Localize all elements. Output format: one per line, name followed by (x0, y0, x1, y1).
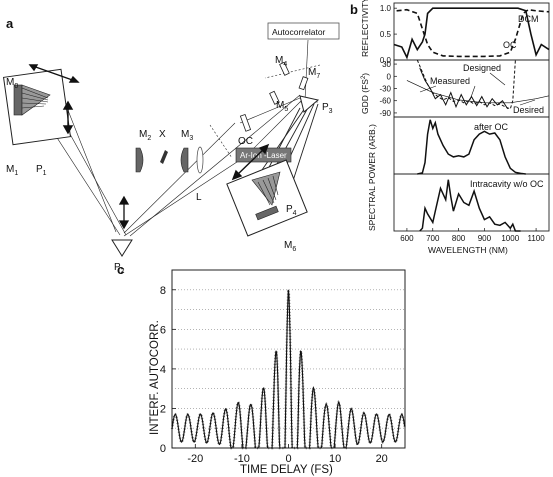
b-annot-oc: OC (503, 40, 517, 50)
ytick-label: -60 (379, 97, 391, 106)
ytick-label: 4 (160, 364, 166, 376)
ytick-label: 6 (160, 324, 166, 336)
series-after-oc (417, 119, 526, 175)
c-plot-layer (170, 289, 406, 450)
m6-adjust-arrow (231, 143, 270, 181)
series-autocorrelation (171, 289, 406, 449)
mirror-m7 (298, 76, 309, 91)
panel-b: b 0.0 0.5 1.0 30 0 -30 -60 -90 600 700 800 900 1000 1… (350, 0, 550, 255)
ytick-label: 0.5 (380, 30, 392, 39)
prism-p3 (299, 95, 320, 113)
ytick-label: 0 (387, 72, 392, 81)
ytick-label: 8 (160, 285, 166, 297)
label-m6: M6 (284, 240, 296, 253)
series-autocorrelation-points (170, 289, 406, 450)
p2-adjust-arrow (118, 195, 130, 230)
label-m1: M1 (6, 164, 18, 177)
label-oc: OC (238, 136, 253, 147)
b-xlabel-wavelength: WAVELENGTH (NM) (428, 245, 508, 255)
label-m2: M2 (139, 129, 151, 142)
panel-b-letter: b (350, 2, 358, 17)
label-p4: P4 (286, 204, 297, 217)
xtick-label: 0 (285, 453, 291, 465)
label-p3: P3 (322, 102, 333, 115)
beam-paths (29, 39, 321, 237)
xtick-label: 700 (426, 234, 440, 243)
ytick-label: 30 (382, 60, 391, 69)
autocorrelator-box (267, 22, 340, 40)
output-coupler (239, 113, 252, 132)
b-annot-intracavity: Intracavity w/o OC (470, 179, 544, 189)
ytick-label: -30 (379, 85, 391, 94)
m6-mirror (251, 171, 281, 221)
label-m0: M0 (6, 77, 18, 90)
xtick-label: 1100 (527, 234, 545, 243)
label-m7: M7 (308, 67, 320, 80)
label-l: L (196, 192, 202, 203)
ytick-label: 0.0 (380, 56, 392, 65)
ytick-label: 2 (160, 403, 166, 415)
c-xlabel: TIME DELAY (FS) (240, 464, 333, 476)
mirror-m3 (180, 147, 189, 173)
xtick-label: 10 (329, 453, 341, 465)
label-autocorrelator: Autocorrelator (272, 27, 326, 37)
xtick-label: -10 (234, 453, 250, 465)
label-x: X (159, 129, 166, 140)
b-annotation-pointers (419, 72, 536, 106)
crystal-x (160, 150, 168, 164)
xtick-label: 1000 (501, 234, 519, 243)
c-tick-layer: 0 2 4 6 8 -20 -10 0 10 20 (160, 285, 388, 465)
ytick-label: -90 (379, 109, 391, 118)
c-gridlines (172, 289, 405, 429)
ytick-label: 0 (160, 443, 166, 455)
m0-adjust-arrows (28, 64, 80, 135)
m0-mirror (13, 84, 51, 116)
b-annot-after-oc: after OC (474, 122, 509, 132)
b-annot-desired: Desired (513, 105, 544, 115)
panel-a-letter: a (6, 16, 14, 31)
b-annot-designed: Designed (463, 63, 501, 73)
mirror-m2 (135, 147, 144, 173)
panel-c: c 0 2 4 6 8 -20 -10 0 10 20 INTERF. AUTOCORR. TIM… (117, 262, 406, 476)
b-tick-layer: 0.0 0.5 1.0 30 0 -30 -60 -90 600 700 800 900 1000 110… (379, 4, 545, 243)
label-p2: P2 (114, 262, 125, 275)
xtick-label: 800 (452, 234, 466, 243)
xtick-label: 900 (478, 234, 492, 243)
mirror-m5 (269, 90, 280, 105)
series-desired (406, 80, 550, 104)
b-ylabel-spectral: SPECTRAL POWER (ARB.) (367, 124, 377, 231)
series-oc (396, 8, 550, 58)
series-measured (419, 67, 509, 110)
series-dcm (393, 7, 550, 60)
label-m3: M3 (181, 129, 193, 142)
prism-p2 (111, 239, 133, 257)
ytick-label: 1.0 (380, 4, 392, 13)
b-plot-layer (393, 7, 550, 232)
b-annot-measured: Measured (430, 76, 470, 86)
label-laser: Ar-Ion -Laser (240, 151, 287, 160)
panel-c-letter: c (117, 262, 124, 277)
xtick-label: 600 (400, 234, 414, 243)
b-annot-dcm: DCM (518, 14, 539, 24)
panel-a-setup: a (2, 16, 340, 275)
b-spectrum-intra-frame (393, 173, 550, 232)
b-ylabel-reflectivity: REFLECTIVITY (360, 0, 370, 57)
b-ylabel-gdd: GDD (FS2) (360, 73, 370, 114)
xtick-label: 20 (376, 453, 388, 465)
series-intracavity-w-o-oc (419, 179, 521, 232)
mirror-m4 (279, 61, 290, 76)
c-ylabel: INTERF. AUTOCORR. (149, 320, 161, 435)
label-m5: M5 (276, 100, 288, 113)
xtick-label: -20 (187, 453, 203, 465)
label-p1: P1 (36, 164, 47, 177)
label-m4: M4 (275, 55, 287, 68)
lens-l (196, 146, 204, 174)
